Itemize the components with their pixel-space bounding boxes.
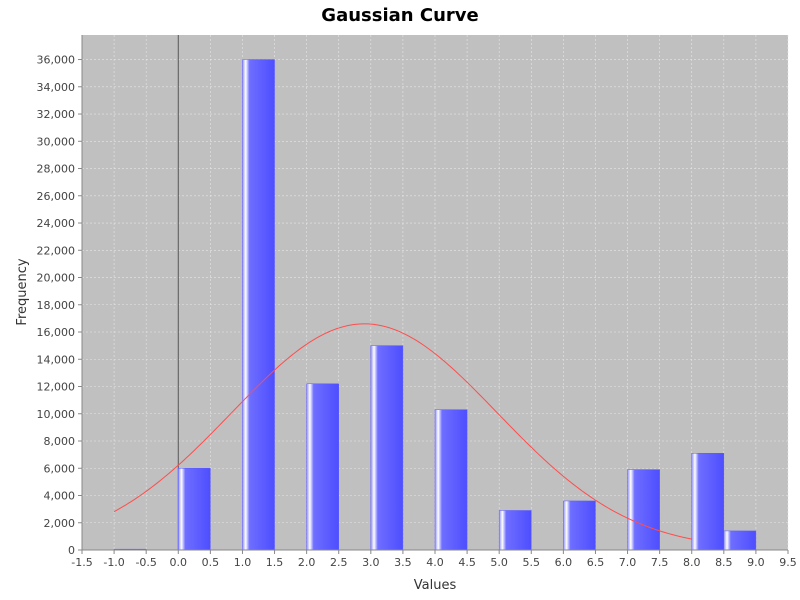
x-tick-label: -1.0 bbox=[103, 556, 124, 569]
y-tick-label: 6,000 bbox=[44, 462, 76, 475]
x-tick-label: 4.5 bbox=[458, 556, 476, 569]
bar bbox=[563, 500, 596, 551]
x-axis-label: Values bbox=[414, 578, 457, 593]
y-tick-label: 30,000 bbox=[37, 135, 76, 148]
bar bbox=[370, 345, 404, 551]
bar bbox=[434, 409, 468, 551]
y-tick-label: 32,000 bbox=[37, 108, 76, 121]
y-tick-label: 8,000 bbox=[44, 435, 76, 448]
x-tick-label: 7.0 bbox=[619, 556, 637, 569]
x-tick-label: 8.5 bbox=[715, 556, 733, 569]
y-tick-label: 22,000 bbox=[37, 244, 76, 257]
y-axis-ticks: 0 2,000 4,000 6,000 8,000 10,000 12,000 14,000 1… bbox=[37, 54, 82, 557]
bar-series bbox=[113, 59, 757, 551]
x-tick-label: 2.5 bbox=[330, 556, 348, 569]
x-tick-label: 8.0 bbox=[683, 556, 701, 569]
x-tick-label: 0.5 bbox=[202, 556, 220, 569]
x-tick-label: 5.5 bbox=[523, 556, 541, 569]
bar bbox=[723, 530, 757, 551]
x-tick-label: 0.0 bbox=[170, 556, 188, 569]
x-tick-label: -1.5 bbox=[71, 556, 92, 569]
y-tick-label: 34,000 bbox=[37, 81, 76, 94]
y-tick-label: 36,000 bbox=[37, 54, 76, 67]
y-tick-label: 24,000 bbox=[37, 217, 76, 230]
y-tick-label: 4,000 bbox=[44, 490, 76, 503]
x-tick-label: 1.0 bbox=[234, 556, 252, 569]
x-tick-label: 3.0 bbox=[362, 556, 380, 569]
x-tick-label: 9.5 bbox=[779, 556, 797, 569]
x-tick-label: 9.0 bbox=[747, 556, 765, 569]
bar bbox=[242, 59, 275, 551]
y-tick-label: 10,000 bbox=[37, 408, 76, 421]
x-tick-label: 1.5 bbox=[266, 556, 284, 569]
x-tick-label: 6.5 bbox=[587, 556, 605, 569]
bar bbox=[178, 468, 211, 551]
bar bbox=[498, 510, 532, 551]
gaussian-curve-line bbox=[113, 323, 692, 540]
y-tick-label: 16,000 bbox=[37, 326, 76, 339]
bar bbox=[691, 453, 725, 551]
y-tick-label: 14,000 bbox=[37, 353, 76, 366]
y-tick-label: 28,000 bbox=[37, 163, 76, 176]
chart-title: Gaussian Curve bbox=[321, 5, 478, 26]
y-tick-label: 2,000 bbox=[44, 517, 76, 530]
x-tick-label: 5.0 bbox=[490, 556, 508, 569]
x-tick-label: 3.5 bbox=[394, 556, 412, 569]
x-tick-label: 4.0 bbox=[426, 556, 444, 569]
bar bbox=[627, 469, 660, 551]
x-tick-label: -0.5 bbox=[135, 556, 156, 569]
y-axis-label: Frequency bbox=[15, 258, 30, 325]
y-tick-label: 26,000 bbox=[37, 190, 76, 203]
y-tick-label: 0 bbox=[68, 544, 75, 557]
x-tick-label: 2.0 bbox=[298, 556, 316, 569]
bar bbox=[306, 383, 339, 551]
x-axis-ticks: -1.5 -1.0 -0.5 0.0 0.5 1.0 1.5 2.0 2.5 3.0 3.5 4.0 4… bbox=[71, 550, 797, 569]
x-tick-label: 6.0 bbox=[555, 556, 573, 569]
y-tick-label: 12,000 bbox=[37, 381, 76, 394]
y-tick-label: 18,000 bbox=[37, 299, 76, 312]
x-tick-label: 7.5 bbox=[651, 556, 669, 569]
y-tick-label: 20,000 bbox=[37, 272, 76, 285]
